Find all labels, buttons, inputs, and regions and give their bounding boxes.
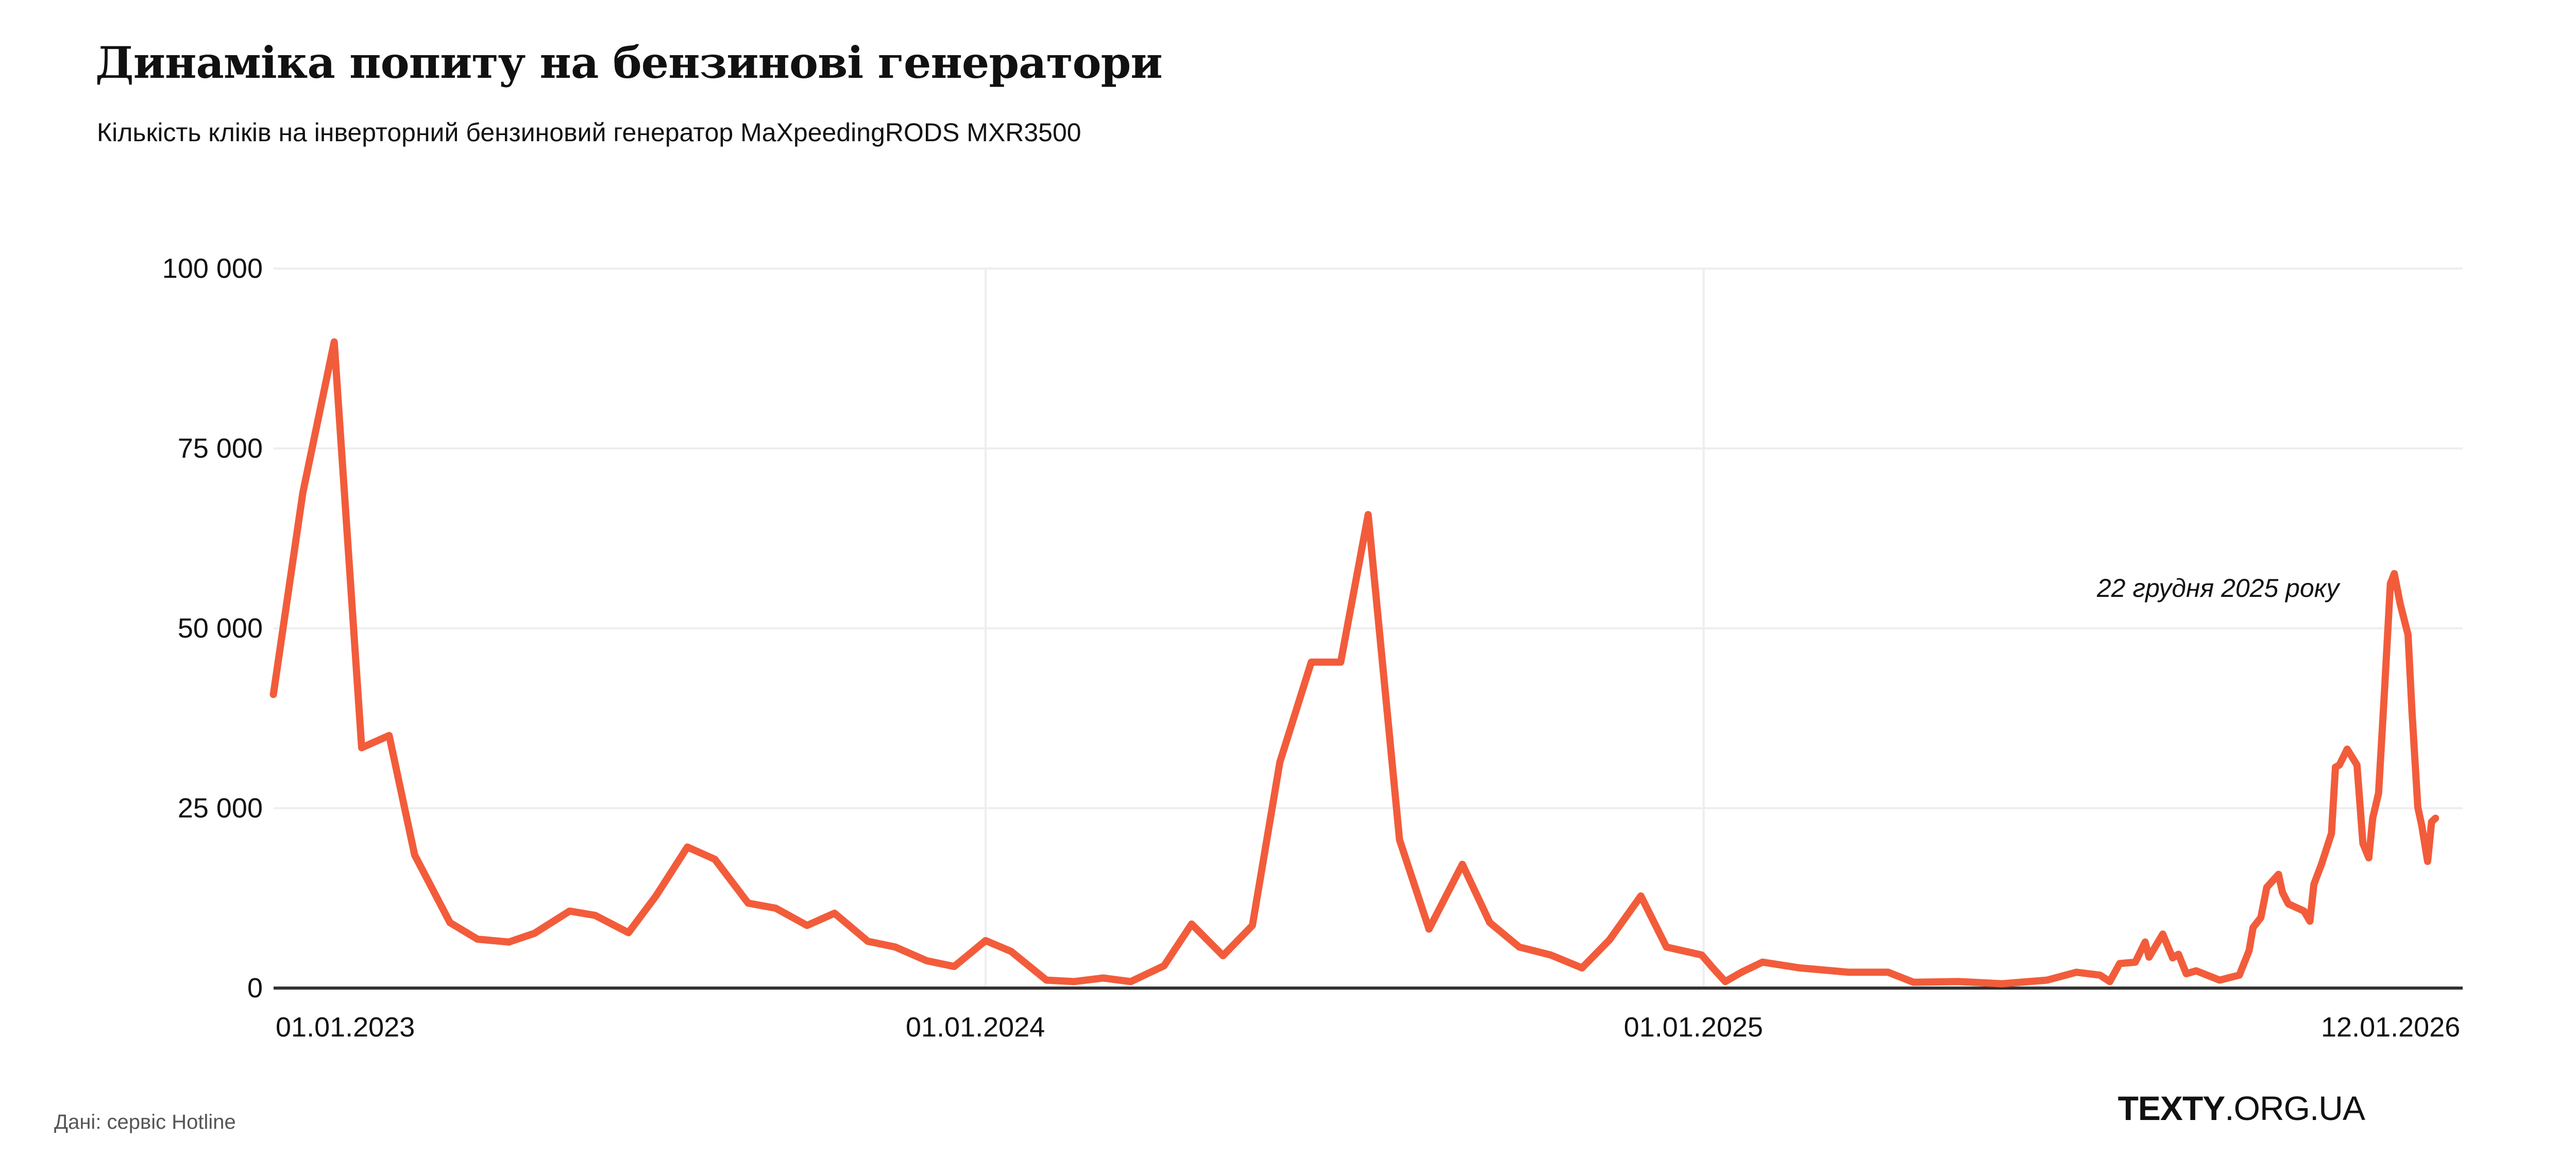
x-tick-label: 01.01.2023 [276,1012,415,1043]
y-tick-label: 75 000 [177,433,263,464]
grid-lines [274,268,2463,988]
chart-title: Динаміка попиту на бензинові генератори [95,37,1163,88]
data-source: Дані: сервіс Hotline [54,1111,236,1133]
x-tick-label: 01.01.2024 [906,1012,1045,1043]
brand-rest: .ORG.UA [2225,1089,2365,1127]
y-tick-label: 100 000 [162,253,263,284]
peak-annotation: 22 грудня 2025 року [2097,574,2340,603]
chart-subtitle: Кількість кліків на інверторний бензинов… [97,118,1081,147]
x-tick-label: 01.01.2025 [1623,1012,1764,1043]
y-tick-label: 0 [247,973,263,1004]
series-line [269,338,2439,988]
brand-logo: TEXTY.ORG.UA [2118,1089,2365,1128]
brand-bold: TEXTY [2117,1089,2226,1127]
y-tick-label: 25 000 [177,793,263,824]
x-tick-label: 12.01.2026 [2321,1012,2461,1043]
y-tick-label: 50 000 [177,613,263,644]
